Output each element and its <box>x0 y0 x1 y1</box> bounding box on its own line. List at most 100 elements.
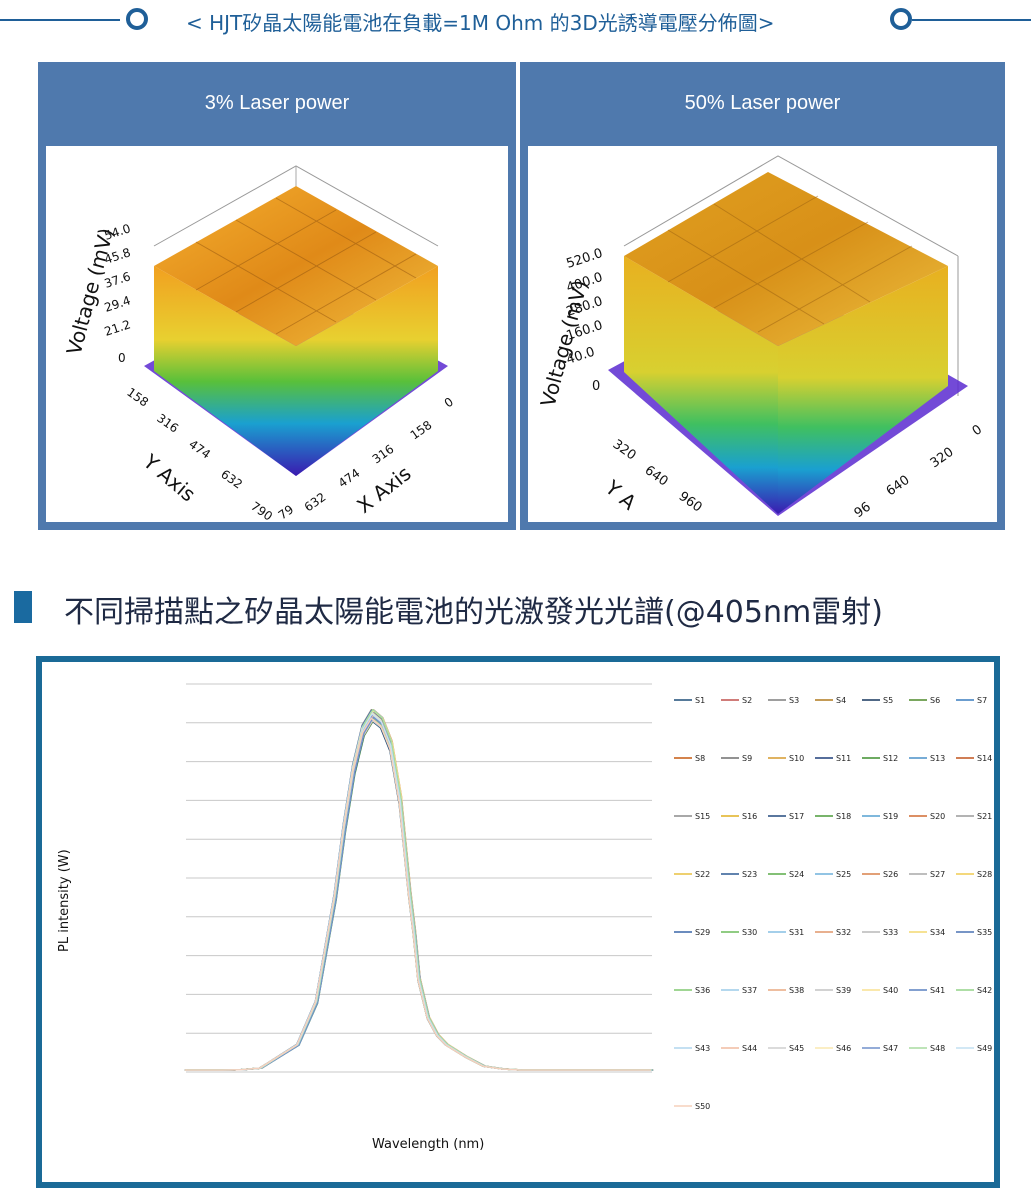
z-tick: 520.0 <box>565 246 605 272</box>
legend-label: S46 <box>836 1044 851 1053</box>
legend-label: S26 <box>883 870 898 879</box>
series-line-S19 <box>187 714 654 1071</box>
y-tick: 474 <box>186 437 213 462</box>
series-line-S35 <box>185 712 652 1071</box>
x-tick: 474 <box>336 466 363 491</box>
surface-plot-50pct: 520.0 400.0 280.0 160.0 40.0 0 320 640 9… <box>528 146 997 522</box>
legend-label: S7 <box>977 696 987 705</box>
series-line-S16 <box>186 713 653 1071</box>
series-line-S47 <box>187 716 654 1071</box>
series-line-S10 <box>186 711 652 1071</box>
series-line-S40 <box>187 710 654 1071</box>
surface-plot-3pct: 54.0 45.8 37.6 29.4 21.2 0 158 316 474 6… <box>46 146 508 522</box>
series-line-S45 <box>186 719 652 1071</box>
legend-label: S6 <box>930 696 940 705</box>
legend-label: S33 <box>883 928 898 937</box>
series-line-S49 <box>185 713 652 1071</box>
legend-label: S17 <box>789 812 804 821</box>
series-line-S14 <box>185 716 652 1071</box>
series-line-S30 <box>186 714 653 1071</box>
top-header: < HJT矽晶太陽能電池在負載=1M Ohm 的3D光誘導電壓分佈圖> <box>0 0 1031 40</box>
legend-label: S32 <box>836 928 851 937</box>
legend-label: S18 <box>836 812 851 821</box>
legend-label: S40 <box>883 986 898 995</box>
x-tick: 0 <box>970 422 985 439</box>
legend-label: S38 <box>789 986 804 995</box>
x-tick: 96 <box>852 499 874 521</box>
series-line-S26 <box>187 709 654 1071</box>
panel-50pct: 50% Laser power <box>520 62 1005 530</box>
y-axis-label: PL intensity (W) <box>57 849 72 952</box>
legend-label: S21 <box>977 812 992 821</box>
series-line-S20 <box>186 718 653 1071</box>
legend-label: S13 <box>930 754 945 763</box>
y-tick: 960 <box>676 489 705 516</box>
legend-label: S10 <box>789 754 804 763</box>
legend-label: S8 <box>695 754 705 763</box>
x-axis-label: Wavelength (nm) <box>372 1137 484 1152</box>
z-axis-label: Voltage (mV) <box>536 277 593 409</box>
series-line-S8 <box>184 714 651 1071</box>
legend-label: S11 <box>836 754 851 763</box>
series-line-S6 <box>186 717 653 1071</box>
y-axis-label: Y Axis <box>138 449 200 507</box>
header-line-left <box>0 19 120 21</box>
legend-label: S48 <box>930 1044 945 1053</box>
legend-label: S22 <box>695 870 710 879</box>
pl-spectrum-chart: S1 S2 S3 S4 S5 S6 S7 S8 S9 S10 S11 S12 S13 S14 S15 S16 S… <box>36 656 1000 1188</box>
legend-label: S34 <box>930 928 945 937</box>
series-line-S39 <box>185 717 652 1071</box>
legend-label: S36 <box>695 986 710 995</box>
series-line-S25 <box>185 716 652 1071</box>
legend-label: S49 <box>977 1044 992 1053</box>
legend-label: S5 <box>883 696 893 705</box>
series-line-S50 <box>184 717 651 1071</box>
series-line-S9 <box>186 718 653 1071</box>
series-line-S33 <box>187 715 654 1071</box>
legend-label: S30 <box>742 928 757 937</box>
series-line-S3 <box>186 716 652 1071</box>
series-line-S28 <box>185 717 652 1071</box>
series-line-S44 <box>186 715 653 1071</box>
legend-label: S1 <box>695 696 705 705</box>
legend-label: S2 <box>742 696 752 705</box>
panel-title: 50% Laser power <box>684 92 841 114</box>
legend-label: S28 <box>977 870 992 879</box>
series-line-S22 <box>184 715 651 1071</box>
x-axis-label: X Axis <box>352 461 415 518</box>
legend-label: S29 <box>695 928 710 937</box>
series-line-S1 <box>184 719 651 1071</box>
z-tick: 0 <box>118 351 126 365</box>
series-line-S12 <box>187 719 654 1071</box>
series-line-S4 <box>185 709 652 1071</box>
legend-label: S47 <box>883 1044 898 1053</box>
legend-label: S39 <box>836 986 851 995</box>
series-line-S17 <box>186 717 652 1071</box>
series-line-S11 <box>185 715 652 1071</box>
top-face <box>624 172 948 346</box>
series-line-S15 <box>184 709 651 1071</box>
x-tick: 158 <box>408 418 435 443</box>
legend-label: S9 <box>742 754 752 763</box>
legend-label: S16 <box>742 812 757 821</box>
series-line-S38 <box>186 713 652 1071</box>
surface-3d-3pct-svg: 54.0 45.8 37.6 29.4 21.2 0 158 316 474 6… <box>62 165 456 522</box>
series-line-S36 <box>184 716 651 1071</box>
series-line-S31 <box>186 718 652 1071</box>
y-tick: 790 <box>248 499 275 522</box>
header-title: < HJT矽晶太陽能電池在負載=1M Ohm 的3D光誘導電壓分佈圖> <box>186 11 775 35</box>
panel-3pct: 3% Laser power <box>38 62 516 530</box>
z-tick: 21.2 <box>103 317 133 339</box>
series-line-S7 <box>185 710 652 1071</box>
legend-label: S35 <box>977 928 992 937</box>
right-face <box>778 266 948 514</box>
top-face <box>154 186 438 346</box>
x-tick: 0 <box>442 395 456 411</box>
legend-label: S41 <box>930 986 945 995</box>
series-line-S21 <box>185 711 652 1071</box>
series-line-S27 <box>186 713 653 1071</box>
x-tick: 640 <box>884 473 913 500</box>
series-line-S46 <box>185 712 652 1071</box>
header-line-right <box>912 19 1031 21</box>
legend-label: S42 <box>977 986 992 995</box>
